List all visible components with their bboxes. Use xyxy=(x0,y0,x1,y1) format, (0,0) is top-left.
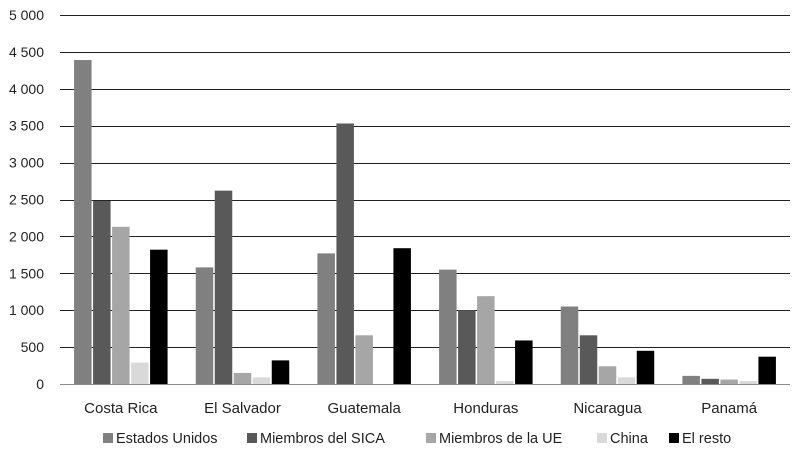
bar xyxy=(112,226,130,384)
bar xyxy=(636,350,655,384)
x-category-label: Honduras xyxy=(453,400,518,417)
bar xyxy=(150,249,168,384)
legend-label: Miembros de la UE xyxy=(439,431,563,447)
bar xyxy=(560,306,579,384)
bar xyxy=(477,296,495,384)
bar xyxy=(252,377,271,384)
bar xyxy=(195,267,214,384)
bar xyxy=(617,377,636,384)
legend-swatch xyxy=(669,433,679,443)
y-axis-ticks: 0 500 1 000 1 500 2 000 2 500 3 000 3 500 4 000 4… xyxy=(9,7,44,392)
x-category-label: El Salvador xyxy=(204,400,281,417)
y-tick-label: 2 500 xyxy=(9,192,44,208)
legend-swatch xyxy=(426,433,436,443)
bar xyxy=(720,379,738,384)
legend-swatch xyxy=(103,433,113,443)
bar xyxy=(271,360,290,384)
bar xyxy=(93,200,111,384)
legend-label: China xyxy=(610,431,649,447)
y-tick-label: 500 xyxy=(21,339,45,355)
bar xyxy=(739,381,757,384)
legend-swatch xyxy=(597,433,607,443)
bar xyxy=(598,366,617,384)
legend-label: Estados Unidos xyxy=(116,431,218,447)
bar xyxy=(758,356,776,384)
y-tick-label: 2 000 xyxy=(9,228,44,244)
gridlines xyxy=(60,15,790,385)
y-tick-label: 0 xyxy=(36,376,44,392)
x-category-label: Panamá xyxy=(701,400,758,417)
bar xyxy=(214,190,233,384)
bar xyxy=(131,362,149,384)
legend-label: Miembros del SICA xyxy=(260,431,385,447)
y-tick-label: 5 000 xyxy=(9,7,44,23)
y-tick-label: 3 000 xyxy=(9,155,44,171)
legend-label: El resto xyxy=(682,431,731,447)
x-category-label: Guatemala xyxy=(327,400,401,417)
x-axis-categories: Costa Rica El Salvador Guatemala Honduras Ni… xyxy=(84,400,758,417)
y-tick-label: 3 500 xyxy=(9,118,44,134)
bar xyxy=(355,335,373,384)
x-category-label: Nicaragua xyxy=(573,400,642,417)
bar xyxy=(439,269,457,384)
bar xyxy=(515,340,533,384)
bar xyxy=(393,248,411,384)
bar xyxy=(336,123,354,385)
y-tick-label: 4 000 xyxy=(9,81,44,97)
legend: Estados Unidos Miembros del SICA Miembros … xyxy=(103,431,731,447)
y-tick-label: 1 000 xyxy=(9,302,44,318)
bar xyxy=(701,378,719,384)
bar xyxy=(579,335,598,384)
y-tick-label: 4 500 xyxy=(9,44,44,60)
bar xyxy=(233,372,252,384)
y-tick-label: 1 500 xyxy=(9,265,44,281)
bar xyxy=(682,375,700,384)
legend-swatch xyxy=(247,433,257,443)
bar xyxy=(458,310,476,384)
bar xyxy=(74,60,92,384)
bar xyxy=(317,253,335,384)
x-category-label: Costa Rica xyxy=(84,400,158,417)
bar xyxy=(496,381,514,384)
bars xyxy=(74,60,776,385)
